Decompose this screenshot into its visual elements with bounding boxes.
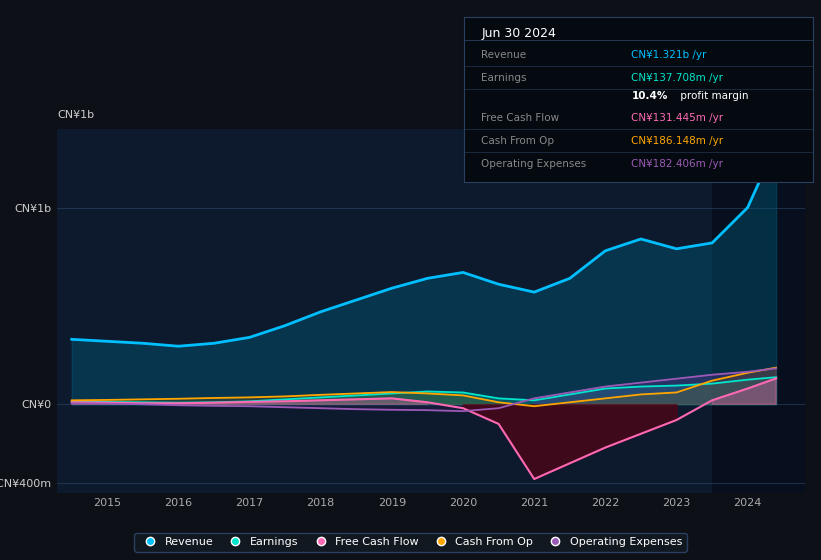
Bar — [712, 129, 805, 493]
Text: Jun 30 2024: Jun 30 2024 — [481, 27, 556, 40]
Text: profit margin: profit margin — [677, 91, 748, 101]
Text: Earnings: Earnings — [481, 73, 527, 83]
Text: CN¥131.445m /yr: CN¥131.445m /yr — [631, 113, 723, 123]
Legend: Revenue, Earnings, Free Cash Flow, Cash From Op, Operating Expenses: Revenue, Earnings, Free Cash Flow, Cash … — [135, 533, 686, 552]
Text: CN¥186.148m /yr: CN¥186.148m /yr — [631, 136, 723, 146]
Text: CN¥1.321b /yr: CN¥1.321b /yr — [631, 50, 707, 60]
Text: CN¥1b: CN¥1b — [57, 110, 94, 120]
Text: Revenue: Revenue — [481, 50, 526, 60]
Text: Operating Expenses: Operating Expenses — [481, 159, 586, 169]
Text: 10.4%: 10.4% — [631, 91, 667, 101]
Text: Free Cash Flow: Free Cash Flow — [481, 113, 559, 123]
Text: CN¥137.708m /yr: CN¥137.708m /yr — [631, 73, 723, 83]
Text: Cash From Op: Cash From Op — [481, 136, 554, 146]
Text: CN¥182.406m /yr: CN¥182.406m /yr — [631, 159, 723, 169]
